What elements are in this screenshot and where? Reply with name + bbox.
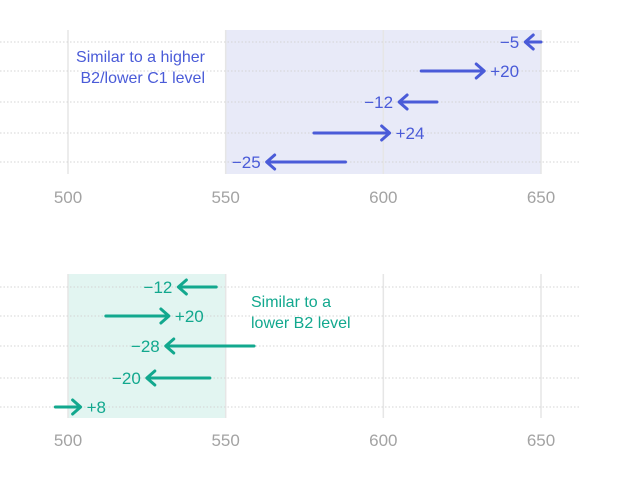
arrow-3: −28	[131, 337, 256, 356]
annotation-text: B2/lower C1 level	[81, 70, 206, 87]
arrow-change-label: +20	[175, 307, 204, 326]
arrow-change-label: −12	[364, 93, 393, 112]
arrow-change-label: +8	[87, 398, 106, 417]
arrow-change-label: −20	[112, 369, 141, 388]
arrow-change-label: −28	[131, 337, 160, 356]
arrow-change-label: +20	[490, 62, 519, 81]
arrow-change-label: −5	[500, 33, 519, 52]
chart-2: 500 550 600 650 Similar to a lower B2 level −1…	[0, 274, 580, 450]
arrow-change-label: −25	[232, 153, 261, 172]
arrow-1: −12	[144, 278, 218, 297]
x-tick-label: 650	[527, 431, 555, 450]
arrow-4: −20	[112, 369, 212, 388]
arrow-head-icon	[164, 337, 176, 355]
arrow-change-label: −12	[144, 278, 173, 297]
arrow-head-icon	[397, 93, 409, 111]
arrow-5: −25	[232, 153, 347, 172]
arrow-4: +24	[312, 124, 425, 143]
x-tick-label: 500	[54, 431, 82, 450]
x-tick-label: 650	[527, 188, 555, 207]
arrow-head-icon	[176, 278, 188, 296]
x-tick-label: 600	[369, 188, 397, 207]
arrow-head-icon	[380, 124, 392, 142]
x-tick-label: 600	[369, 431, 397, 450]
arrow-head-icon	[265, 153, 277, 171]
annotation-text: lower B2 level	[251, 315, 351, 332]
arrow-head-icon	[474, 62, 486, 80]
arrow-2: +20	[104, 307, 204, 326]
arrow-change-label: +24	[396, 124, 425, 143]
x-tick-label: 550	[211, 188, 239, 207]
arrow-head-icon	[145, 369, 157, 387]
arrow-5: +8	[53, 398, 106, 417]
arrow-3: −12	[364, 93, 439, 112]
arrow-head-icon	[523, 33, 535, 51]
annotation-text: Similar to a higher	[76, 49, 206, 66]
arrow-2: +20	[419, 62, 519, 81]
arrow-head-icon	[159, 307, 171, 325]
chart-1: 500 550 600 650 Similar to a higher B2/lower …	[0, 30, 580, 207]
x-tick-label: 500	[54, 188, 82, 207]
arrow-head-icon	[71, 398, 83, 416]
annotation-text: Similar to a	[251, 294, 331, 311]
x-tick-label: 550	[211, 431, 239, 450]
arrow-1: −5	[500, 33, 543, 52]
